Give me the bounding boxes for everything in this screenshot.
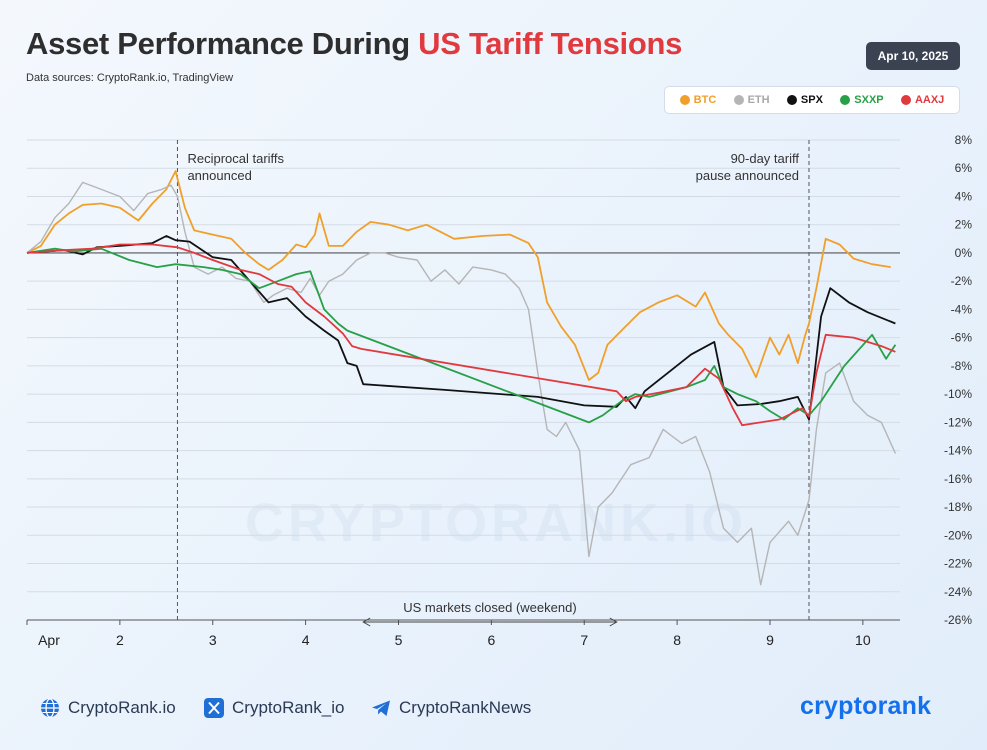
legend-dot-aaxj xyxy=(900,95,911,105)
footer-x-text: CryptoRank_io xyxy=(232,698,345,717)
y-tick-label: -18% xyxy=(944,500,972,514)
y-tick-label: 6% xyxy=(955,161,973,175)
annotation-label: announced xyxy=(187,168,251,183)
legend-label-spx: SPX xyxy=(800,94,823,106)
x-tick-label: 5 xyxy=(395,632,403,648)
legend: BTC ETH SPX SXXP AAXJ xyxy=(664,86,960,114)
legend-label-eth: ETH xyxy=(747,94,770,106)
footer-x-link[interactable]: CryptoRank_io xyxy=(204,698,344,718)
data-sources: Data sources: CryptoRank.io, TradingView xyxy=(26,72,234,84)
y-tick-label: -4% xyxy=(951,302,973,316)
date-badge: Apr 10, 2025 xyxy=(866,42,960,70)
title-main: Asset Performance During xyxy=(26,26,419,61)
line-chart: 8% 6% 4% 2% 0% -2% -4% -6% -8% -10% -12% -14% -16% -1… xyxy=(26,133,973,648)
y-tick-label: -8% xyxy=(951,359,973,373)
legend-item-eth: ETH xyxy=(733,94,770,106)
legend-item-spx: SPX xyxy=(786,94,823,106)
y-tick-label: 2% xyxy=(955,218,973,232)
y-tick-label: -16% xyxy=(944,472,972,486)
y-tick-label: -12% xyxy=(944,415,972,429)
x-tick-label: 10 xyxy=(855,632,871,648)
chart-title: Asset Performance During US Tariff Tensi… xyxy=(26,26,682,62)
series-line-eth xyxy=(26,181,897,586)
weekend-range-arrow-left xyxy=(362,617,371,627)
x-tick-label: 3 xyxy=(209,632,217,648)
x-tick-label: 6 xyxy=(487,632,495,648)
footer-website-text: CryptoRank.io xyxy=(68,698,176,717)
x-tick-label: 2 xyxy=(116,632,124,648)
x-logo-icon xyxy=(204,698,224,718)
y-tick-label: -24% xyxy=(944,585,972,599)
legend-label-btc: BTC xyxy=(693,94,717,106)
y-tick-label: -6% xyxy=(951,331,973,345)
annotation-label: pause announced xyxy=(696,168,799,183)
x-tick-label: 9 xyxy=(766,632,774,648)
globe-icon xyxy=(40,698,60,718)
series-line-aaxj xyxy=(26,243,896,427)
footer-telegram-link[interactable]: CryptoRankNews xyxy=(371,698,531,718)
y-tick-label: 0% xyxy=(955,246,973,260)
footer-website-link[interactable]: CryptoRank.io xyxy=(40,698,176,718)
weekend-range-arrow-right xyxy=(609,617,618,627)
legend-dot-eth xyxy=(733,95,744,105)
y-tick-label: -20% xyxy=(944,528,972,542)
legend-dot-sxxp xyxy=(840,95,851,105)
title-highlight: US Tariff Tensions xyxy=(418,26,683,61)
y-tick-label: -10% xyxy=(944,387,972,401)
y-tick-label: 8% xyxy=(955,133,973,147)
y-tick-label: -2% xyxy=(951,274,973,288)
x-tick-label: 7 xyxy=(580,632,588,648)
telegram-icon xyxy=(371,698,391,718)
legend-dot-spx xyxy=(786,95,797,105)
y-tick-label: 4% xyxy=(955,189,973,203)
annotation-label: Reciprocal tariffs xyxy=(187,151,284,166)
x-tick-label: 8 xyxy=(673,632,681,648)
weekend-range-label: US markets closed (weekend) xyxy=(403,600,576,615)
footer-telegram-text: CryptoRankNews xyxy=(399,698,532,717)
y-tick-label: -26% xyxy=(944,613,972,627)
legend-label-aaxj: AAXJ xyxy=(914,94,945,106)
brand-logo: cryptorank xyxy=(800,692,932,720)
annotation-label: 90-day tariff xyxy=(731,151,800,166)
legend-item-btc: BTC xyxy=(679,94,717,106)
series-line-spx xyxy=(26,235,896,421)
series-line-sxxp xyxy=(26,247,897,424)
series-line-btc xyxy=(26,170,891,381)
watermark: CRYPTORANK.IO xyxy=(245,493,748,553)
legend-label-sxxp: SXXP xyxy=(854,94,884,106)
y-tick-label: -14% xyxy=(944,444,972,458)
y-tick-label: -22% xyxy=(944,557,972,571)
x-tick-label: Apr xyxy=(38,632,60,648)
x-tick-label: 4 xyxy=(302,632,310,648)
legend-item-aaxj: AAXJ xyxy=(900,94,945,106)
legend-dot-btc xyxy=(679,95,690,105)
legend-item-sxxp: SXXP xyxy=(840,94,884,106)
